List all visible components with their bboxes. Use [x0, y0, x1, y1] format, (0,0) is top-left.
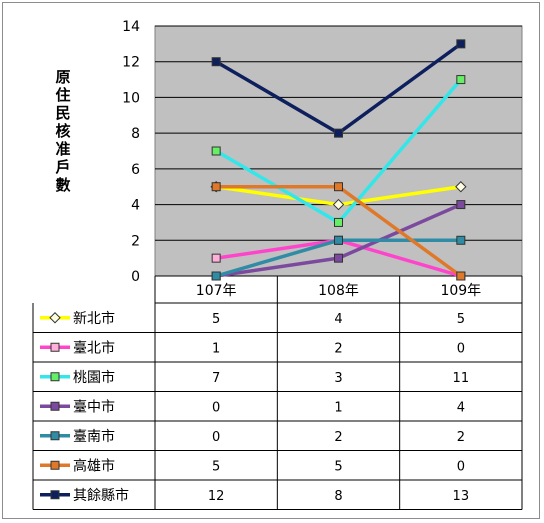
table-cell-value: 4 — [457, 400, 465, 415]
data-point — [455, 181, 467, 193]
legend-key-marker — [49, 312, 61, 324]
legend-entry-label: 臺南市 — [73, 428, 115, 445]
table-cell-value: 12 — [208, 489, 225, 504]
data-point — [456, 200, 466, 210]
data-point — [332, 198, 345, 211]
legend-entry-label: 桃園市 — [73, 369, 115, 386]
legend-entry-label: 高雄市 — [73, 457, 115, 474]
series-桃園市 — [211, 75, 466, 227]
series-其餘縣市 — [211, 39, 466, 138]
data-point — [211, 271, 221, 281]
legend-key-marker — [50, 372, 60, 382]
table-cell-value: 2 — [334, 430, 342, 445]
table-cell-value: 0 — [212, 430, 220, 445]
data-point — [211, 57, 221, 67]
data-point — [456, 75, 466, 85]
table-cell-value: 11 — [453, 371, 470, 386]
y-axis-label-char: 數 — [55, 176, 70, 194]
y-tick-label: 0 — [131, 269, 140, 285]
table-cell-value: 0 — [212, 400, 220, 415]
y-axis-ticks: 0 2 4 6 8 10 12 14 — [122, 19, 140, 285]
table-cell-value: 5 — [212, 312, 220, 327]
legend-entry-label: 新北市 — [73, 310, 115, 327]
table-cell-value: 5 — [334, 459, 342, 474]
table-cell-value: 7 — [212, 371, 220, 386]
data-point — [456, 271, 466, 281]
y-axis-label-char: 核 — [55, 122, 70, 140]
table-cell-value: 0 — [457, 459, 465, 474]
table-cell-value: 2 — [457, 430, 465, 445]
chart-frame — [2, 2, 540, 519]
series-lines — [210, 39, 467, 281]
x-tick-label: 109年 — [440, 283, 481, 299]
x-tick-label: 108年 — [318, 283, 359, 299]
y-axis-label-char: 原 — [55, 68, 70, 86]
y-tick-label: 6 — [131, 162, 140, 178]
y-tick-label: 12 — [122, 55, 140, 71]
table-cell-value: 13 — [453, 489, 470, 504]
series-高雄市 — [211, 182, 466, 281]
x-tick-label: 107年 — [196, 283, 237, 299]
legend-key-marker — [50, 460, 60, 470]
data-point — [211, 146, 221, 156]
data-point — [334, 128, 343, 138]
data-point — [334, 217, 343, 227]
y-axis-label-char: 住 — [55, 86, 70, 104]
y-tick-label: 8 — [131, 126, 140, 142]
legend-key-marker — [50, 490, 60, 500]
y-tick-label: 14 — [122, 19, 140, 35]
y-axis-label-char: 准 — [55, 140, 70, 158]
legend-entry-label: 臺北市 — [73, 339, 115, 356]
data-point — [211, 182, 221, 192]
data-point — [334, 253, 343, 263]
table-cell-value: 8 — [334, 489, 342, 504]
y-axis-label-char: 戶 — [55, 158, 70, 176]
table-cell-value: 3 — [334, 371, 342, 386]
legend-key-marker — [50, 431, 60, 441]
table-cell-value: 4 — [334, 312, 342, 327]
y-axis-label-char: 民 — [55, 104, 70, 122]
series-臺南市 — [211, 235, 466, 281]
legend-entry-label: 臺中市 — [73, 398, 115, 415]
table-cell-value: 1 — [334, 400, 342, 415]
data-point — [456, 39, 466, 49]
data-point — [334, 235, 343, 245]
table-cell-value: 1 — [212, 341, 220, 356]
data-point — [334, 182, 343, 192]
legend-key-marker — [50, 342, 60, 352]
legend-entry-label: 其餘縣市 — [73, 487, 129, 504]
table-cell-value: 2 — [334, 341, 342, 356]
data-point — [456, 235, 466, 245]
table-cell-value: 0 — [457, 341, 465, 356]
table-cell-value: 5 — [457, 312, 465, 327]
data-point — [211, 253, 221, 263]
y-tick-label: 4 — [131, 198, 140, 214]
table-cell-value: 5 — [212, 459, 220, 474]
legend-key-marker — [50, 401, 60, 411]
y-tick-label: 10 — [122, 90, 140, 106]
y-tick-label: 2 — [131, 233, 140, 249]
